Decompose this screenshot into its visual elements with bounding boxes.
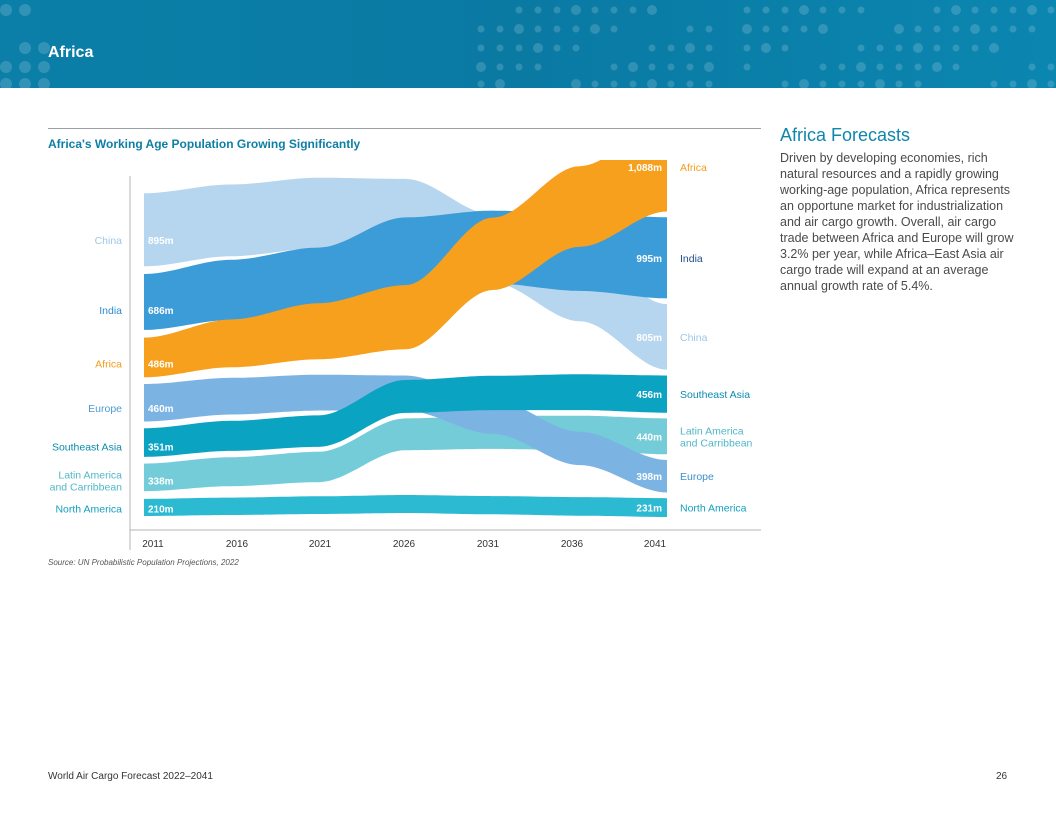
left-label-latin-america-and-carribbean: Latin America and Carribbean <box>50 469 123 493</box>
start-value-india: 686m <box>148 306 174 317</box>
right-label-india: India <box>680 253 703 265</box>
left-label-china: China <box>95 235 123 247</box>
x-tick-label: 2026 <box>393 539 416 550</box>
x-tick-label: 2036 <box>561 539 584 550</box>
x-tick-label: 2016 <box>226 539 249 550</box>
side-body: Driven by developing economies, rich nat… <box>780 151 1014 293</box>
banner-dot-pattern <box>0 4 1055 88</box>
end-value-africa: 1,088m <box>628 163 662 174</box>
start-value-latin-america-and-carribbean: 338m <box>148 476 174 487</box>
end-value-china: 805m <box>636 333 662 344</box>
right-label-latin-america-and-carribbean: Latin America and Carribbean <box>680 425 753 449</box>
right-label-europe: Europe <box>680 471 714 483</box>
band-europe <box>144 374 667 493</box>
end-value-north-america: 231m <box>636 504 662 515</box>
right-label-africa: Africa <box>680 162 707 174</box>
end-value-southeast-asia: 456m <box>636 390 662 401</box>
chart-title: Africa's Working Age Population Growing … <box>48 137 361 151</box>
right-label-china: China <box>680 332 708 344</box>
right-label-southeast-asia: Southeast Asia <box>680 389 750 401</box>
start-value-north-america: 210m <box>148 504 174 515</box>
x-tick-label: 2011 <box>142 539 164 550</box>
left-label-africa: Africa <box>95 359 122 371</box>
side-title: Africa Forecasts <box>780 125 911 145</box>
end-value-latin-america-and-carribbean: 440m <box>636 432 662 443</box>
left-label-europe: Europe <box>88 403 122 415</box>
end-value-europe: 398m <box>636 472 662 483</box>
band-north-america <box>144 495 667 517</box>
section-title: Africa <box>48 44 94 61</box>
right-label-north-america: North America <box>680 503 747 515</box>
left-label-india: India <box>99 305 122 317</box>
footer-publication: World Air Cargo Forecast 2022–2041 <box>48 771 213 782</box>
band-southeast-asia <box>144 374 667 457</box>
end-value-india: 995m <box>636 254 662 265</box>
band-china <box>144 177 667 370</box>
x-tick-label: 2031 <box>477 539 500 550</box>
population-chart: 895m 805m 686m 995m 486m 1,088m 460m 398m 351m 45… <box>50 160 761 550</box>
chart-top-rule <box>48 128 761 129</box>
left-label-north-america: North America <box>55 503 122 515</box>
band-africa <box>144 160 667 378</box>
chart-source: Source: UN Probabilistic Population Proj… <box>48 558 239 567</box>
left-label-southeast-asia: Southeast Asia <box>52 442 122 454</box>
start-value-europe: 460m <box>148 404 174 415</box>
x-tick-label: 2041 <box>644 539 667 550</box>
start-value-southeast-asia: 351m <box>148 443 174 454</box>
start-value-china: 895m <box>148 236 174 247</box>
header-banner: Africa <box>0 0 1056 88</box>
x-tick-label: 2021 <box>309 539 332 550</box>
start-value-africa: 486m <box>148 360 174 371</box>
page-number: 26 <box>996 771 1008 782</box>
